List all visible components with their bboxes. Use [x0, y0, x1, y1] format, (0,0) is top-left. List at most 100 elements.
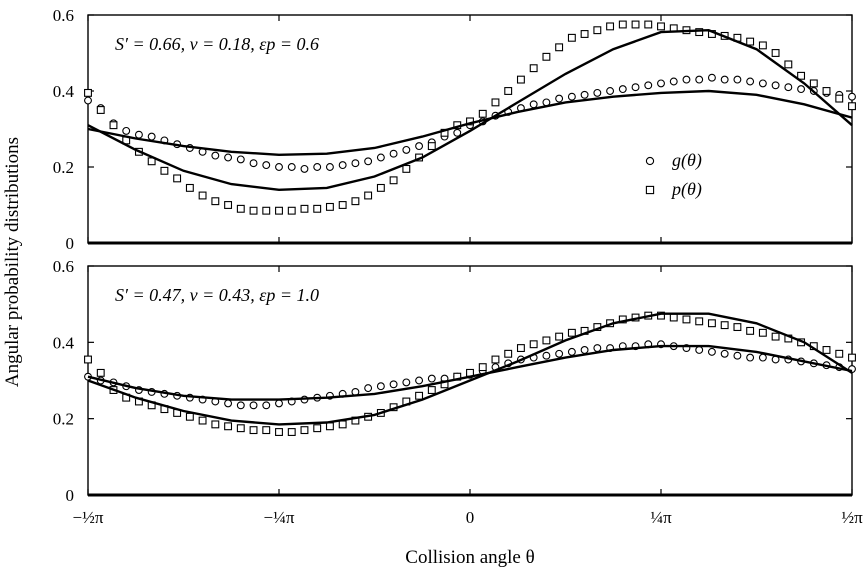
p-data-point — [542, 52, 551, 61]
p-data-point — [567, 328, 576, 337]
g-data-point — [580, 346, 589, 354]
y-tick-label: 0.2 — [53, 410, 74, 429]
g-data-point — [529, 100, 538, 109]
g-data-point — [720, 75, 729, 84]
g-data-point — [236, 401, 245, 410]
g-data-point — [236, 155, 245, 164]
p-data-point — [236, 424, 245, 433]
p-data-point — [84, 355, 92, 364]
g-data-point — [707, 347, 716, 356]
p-data-point — [185, 183, 194, 192]
parameter-annotation: S′ = 0.47, ν = 0.43, εp = 1.0 — [115, 285, 319, 305]
p-data-point — [389, 176, 398, 185]
p-data-point — [364, 191, 373, 200]
p-data-point — [542, 336, 551, 345]
theory-curve-g-theory — [87, 344, 853, 401]
p-data-point — [657, 311, 665, 320]
p-data-point — [618, 315, 627, 324]
g-data-point — [733, 75, 742, 84]
p-data-point — [848, 102, 856, 111]
p-data-point — [427, 386, 436, 394]
g-data-point — [593, 344, 602, 353]
p-data-point — [96, 106, 105, 114]
p-data-point — [287, 428, 296, 436]
p-data-point — [669, 313, 678, 322]
p-data-point — [325, 422, 334, 431]
y-axis-label: Angular probability distributions — [2, 137, 23, 387]
p-data-point — [478, 109, 487, 118]
p-data-point — [84, 88, 92, 97]
theory-curve-p-theory — [87, 28, 853, 192]
p-data-point — [249, 206, 258, 215]
p-data-point — [657, 22, 665, 31]
g-data-point — [300, 164, 309, 173]
g-data-point — [758, 79, 767, 88]
g-data-point — [224, 399, 233, 408]
p-data-point — [478, 363, 487, 372]
p-data-point — [504, 349, 513, 358]
g-data-point — [682, 75, 691, 84]
p-data-point — [516, 75, 525, 84]
theory-curve-p-theory — [87, 312, 853, 426]
p-data-point — [580, 30, 589, 38]
parameter-annotation: S′ = 0.66, ν = 0.18, εp = 0.6 — [115, 34, 319, 54]
p-data-point — [784, 60, 793, 69]
y-tick-label: 0.4 — [53, 82, 75, 101]
p-data-point — [325, 202, 334, 211]
x-tick-label: −¼π — [264, 508, 295, 527]
g-data-point — [695, 75, 704, 84]
p-data-point — [300, 426, 309, 435]
p-data-point — [695, 28, 704, 37]
p-data-point — [529, 64, 538, 73]
g-data-point — [606, 87, 615, 95]
g-data-point — [555, 349, 564, 358]
p-data-point — [746, 326, 755, 335]
g-data-point — [134, 130, 143, 139]
g-data-point — [262, 161, 271, 170]
g-data-point — [364, 157, 373, 166]
p-data-point — [758, 328, 767, 337]
g-data-point — [618, 85, 627, 94]
y-tick-label: 0.2 — [53, 158, 74, 177]
g-data-point — [275, 399, 283, 408]
p-data-point — [848, 353, 856, 362]
p-data-point — [198, 191, 207, 200]
p-data-point — [631, 20, 640, 29]
p-data-point — [402, 164, 411, 173]
g-data-point — [746, 353, 755, 362]
p-data-point — [529, 340, 538, 349]
p-data-point — [835, 349, 844, 358]
g-data-point — [593, 88, 602, 97]
p-data-point — [109, 121, 118, 130]
p-data-point — [822, 346, 831, 354]
theory-curve-g-theory — [87, 89, 853, 157]
g-data-point — [389, 380, 398, 389]
g-data-point — [249, 401, 258, 410]
p-data-point — [555, 332, 564, 341]
g-data-point — [389, 149, 398, 158]
g-data-point — [720, 349, 729, 358]
g-data-point — [415, 142, 424, 151]
g-data-point — [122, 126, 131, 135]
p-data-point — [491, 98, 500, 107]
p-data-point — [720, 321, 729, 330]
g-data-point — [224, 153, 233, 162]
p-data-point — [262, 426, 271, 435]
p-data-point — [618, 20, 627, 29]
p-data-point — [504, 87, 513, 95]
legend-label-g: g(θ) — [672, 150, 702, 171]
g-data-point — [313, 163, 322, 171]
g-data-point — [351, 159, 360, 168]
legend-label-p: p(θ) — [670, 179, 702, 200]
g-data-point — [275, 163, 283, 171]
p-data-point — [249, 426, 258, 435]
p-data-point — [797, 71, 806, 80]
x-axis-label: Collision angle θ — [405, 547, 534, 568]
g-data-point — [364, 384, 373, 393]
g-data-point — [376, 153, 385, 162]
panels: 0 0.2 0.4 0.6 S′ = 0.66, ν = 0.18, εp = 0.6 g… — [53, 6, 863, 527]
p-data-point — [313, 204, 322, 213]
x-tick-label: ½π — [841, 508, 863, 527]
p-data-point — [211, 420, 220, 429]
